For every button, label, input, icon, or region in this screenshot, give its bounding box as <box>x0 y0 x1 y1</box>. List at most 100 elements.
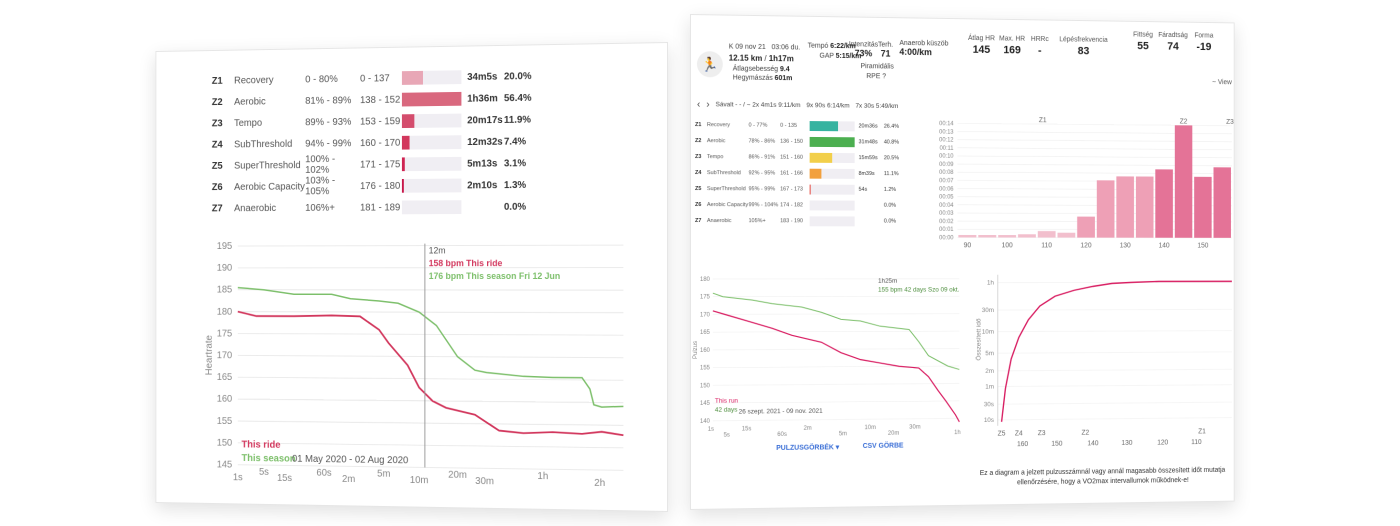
hist-bar <box>1135 176 1154 238</box>
hr-gridline <box>713 331 959 332</box>
csv-curve-button[interactable]: CSV GÖRBE <box>862 442 904 450</box>
x-tick-label: 5m <box>377 469 390 480</box>
hr-x-tick: 5s <box>724 433 730 439</box>
cycling-heart-rate-panel: Z1 Recovery 0 - 80% 0 - 137 34m5s 20.0% Z2 Aero… <box>155 42 668 512</box>
hist-y-tick: 00:08 <box>939 170 954 176</box>
left-zone-row-z5[interactable]: Z5 SuperThreshold 100% - 102% 171 - 175 5m13… <box>212 152 614 177</box>
zone-bpm-range: 171 - 175 <box>360 158 401 171</box>
hr-x-tick: 20m <box>888 431 899 437</box>
zone-percent-range: 0 - 80% <box>305 73 338 85</box>
zone-bar-track <box>809 216 855 227</box>
dur-x-tick: 140 <box>1087 440 1098 447</box>
hr-gridline <box>713 366 959 368</box>
fatigue: Fáradtság 74 <box>1158 31 1188 53</box>
hist-y-tick: 00:05 <box>939 195 954 201</box>
hr-y-label: Pulzus <box>693 341 699 359</box>
left-zone-row-z7[interactable]: Z7 Anaerobic 106%+ 181 - 189 0.0% <box>212 195 614 219</box>
dur-gridline <box>998 402 1232 404</box>
right-zone-row-z6[interactable]: Z6 Aerobic Capacity 99% - 104% 174 - 182 0.0… <box>695 197 921 214</box>
zone-id: Z3 <box>211 118 223 129</box>
dur-x-tick: 120 <box>1157 440 1168 447</box>
x-tick-label: 30m <box>475 476 494 487</box>
right-zone-row-z2[interactable]: Z2 Aerobic 78% - 86% 136 - 150 31m48s 40.8% <box>695 133 921 151</box>
hist-x-tick: 150 <box>1197 243 1208 250</box>
right-zone-row-z4[interactable]: Z4 SubThreshold 92% - 95% 161 - 166 8m39s 11.… <box>695 165 921 182</box>
left-zone-row-z6[interactable]: Z6 Aerobic Capacity 103% - 105% 176 - 180 2m… <box>212 173 614 198</box>
cumulative-time-note: Ez a diagram a jelzett pulzusszámnál vag… <box>979 466 1226 487</box>
hist-x-tick: 120 <box>1081 242 1092 249</box>
hr-legend-dates: 26 szept. 2021 - 09 nov. 2021 <box>739 408 823 416</box>
y-tick-label: 160 <box>217 394 233 405</box>
zone-id: Z4 <box>694 170 702 177</box>
zone-bar-fill <box>401 157 406 172</box>
y-tick-label: 175 <box>217 328 233 339</box>
hist-bar <box>1037 231 1056 238</box>
zone-share: 20.5% <box>883 155 900 162</box>
zone-bar-fill <box>809 121 838 132</box>
interval-chip-2[interactable]: 7x 30s 5:49/km <box>855 102 899 111</box>
hist-bar <box>1194 176 1212 238</box>
zone-time: 12m32s <box>467 136 503 148</box>
legend-ride: This ride <box>242 439 281 450</box>
hist-y-tick: 00:02 <box>939 219 954 225</box>
run-elevation: Hegymászás 601m <box>732 74 793 83</box>
right-heart-rate-curve-chart[interactable]: 180 175 170 165 160 155 150 145 140 1s 5s 15s 60s 2m 5… <box>691 261 965 461</box>
cursor-season-value: 176 bpm This season Fri 12 Jun <box>429 271 561 281</box>
hr-gridline <box>713 296 959 297</box>
zone-percent-range: 86% - 91% <box>748 154 776 161</box>
zone-bar-track <box>809 136 855 148</box>
zone-bpm-range: 181 - 189 <box>360 202 401 214</box>
zone-bar-track <box>809 200 855 211</box>
zone-bar-fill <box>809 136 855 148</box>
hist-bar <box>1116 176 1135 238</box>
hist-y-tick: 00:03 <box>939 211 954 217</box>
zone-share: 0.0% <box>883 218 897 225</box>
view-dropdown[interactable]: ~ View <box>1212 79 1232 87</box>
y-gridline <box>238 355 624 357</box>
dur-zone-label: Z2 <box>1082 430 1090 437</box>
run-pyramid: Piramidális <box>860 63 894 71</box>
zone-id: Z7 <box>211 203 223 214</box>
cumulative-time-chart[interactable]: 1h 30m 10m 5m 2m 1m 30s 10s 160 150 140 130 120 110 Z5… <box>969 261 1235 467</box>
right-zone-row-z5[interactable]: Z5 SuperThreshold 95% - 99% 167 - 173 54s 1.2… <box>695 181 921 198</box>
hist-y-tick: 00:01 <box>939 227 954 233</box>
zone-id: Z5 <box>211 160 223 172</box>
zone-share: 11.9% <box>503 114 531 126</box>
dur-y-tick: 2m <box>985 368 994 375</box>
heart-rate-curves-dropdown[interactable]: PULZUSGÖRBÉK ▾ <box>776 444 840 452</box>
x-tick-label: 2h <box>594 478 605 489</box>
rpe-button[interactable]: RPE ? <box>866 73 887 81</box>
next-button[interactable]: › <box>706 99 710 111</box>
right-zone-row-z1[interactable]: Z1 Recovery 0 - 77% 0 - 135 20m36s 26.4% <box>695 117 921 135</box>
dur-x-tick: 160 <box>1017 441 1028 448</box>
prev-button[interactable]: ‹ <box>696 99 701 111</box>
dur-y-tick: 5m <box>985 350 994 357</box>
hist-bar <box>1213 167 1231 238</box>
hr-x-tick: 60s <box>777 432 787 438</box>
interval-chip-1[interactable]: 9x 90s 6:14/km <box>806 102 850 110</box>
max-hr: Max. HR 169 <box>999 35 1026 57</box>
interval-nav: ‹ › Sávalt - - / ~ 2x 4m1s 9:11/km 9x 90… <box>697 99 898 112</box>
zone-bar-fill <box>401 70 423 85</box>
heart-rate-histogram[interactable]: 00:14 00:13 00:12 00:11 00:10 00:09 00:08 00:07… <box>923 109 1235 257</box>
dur-y-label: Összesített idő <box>975 318 983 361</box>
hist-zone-label: Z1 <box>1039 117 1047 124</box>
right-zone-row-z3[interactable]: Z3 Tempo 86% - 91% 151 - 160 15m59s 20.5% <box>695 149 921 166</box>
hr-x-tick: 2m <box>804 426 812 432</box>
right-zone-row-z7[interactable]: Z7 Anaerobic 105%+ 183 - 190 0.0% <box>695 213 921 229</box>
zone-percent-range: 95% - 99% <box>748 186 776 193</box>
zone-name: SubThreshold <box>234 138 293 150</box>
zone-share: 3.1% <box>503 157 527 169</box>
zone-time: 54s <box>858 186 868 193</box>
zone-id: Z6 <box>694 202 702 209</box>
y-axis-label: Heartrate <box>204 335 214 375</box>
zone-share: 1.2% <box>883 186 897 193</box>
run-distance-duration: 12.15 km / 1h17m <box>728 53 794 64</box>
y-gridline <box>238 334 624 336</box>
y-gridline <box>238 421 624 425</box>
dur-y-tick: 10m <box>982 329 994 336</box>
hist-x-tick: 90 <box>964 242 972 249</box>
zone-time: 20m17s <box>467 114 503 126</box>
zone-percent-range: 94% - 99% <box>305 137 352 150</box>
